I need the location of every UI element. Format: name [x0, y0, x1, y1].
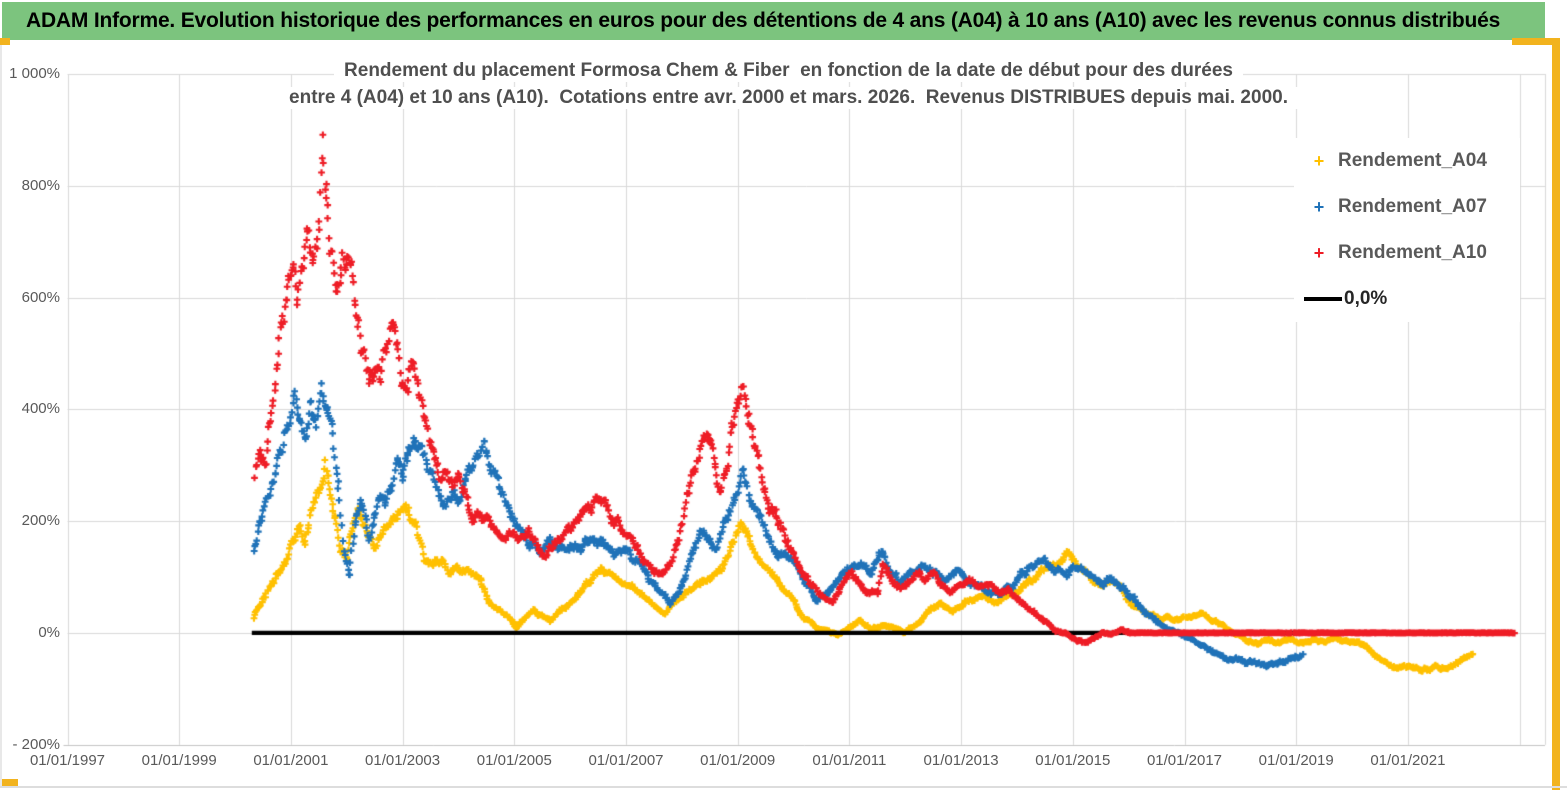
plus-marker-icon: +	[1313, 151, 1325, 171]
x-tick-label: 01/01/2013	[923, 752, 999, 769]
zero-line-icon	[1304, 297, 1342, 301]
x-tick-label: 01/01/2019	[1258, 752, 1334, 769]
x-tick-label: 01/01/2021	[1370, 752, 1446, 769]
y-tick-label: 0%	[38, 623, 60, 641]
legend-label: Rendement_A07	[1338, 196, 1487, 217]
x-tick-label: 01/01/2005	[476, 752, 552, 769]
legend-entry-a04: + Rendement_A04	[1294, 138, 1520, 184]
y-tick-label: 1 000%	[9, 65, 60, 83]
x-tick-label: 01/01/2003	[365, 752, 441, 769]
sheet-edge-bottom	[0, 786, 1567, 788]
x-tick-label: 01/01/2007	[588, 752, 664, 769]
y-tick-label: 600%	[21, 288, 60, 306]
x-tick-label: 01/01/1997	[29, 752, 106, 769]
x-tick-label: 01/01/2009	[700, 752, 776, 769]
y-tick-label: 800%	[21, 176, 60, 194]
page-title: ADAM Informe. Evolution historique des p…	[26, 9, 1501, 32]
legend-entry-a07: + Rendement_A07	[1294, 184, 1520, 230]
legend-entry-zero: 0,0%	[1294, 276, 1520, 322]
x-tick-label: 01/01/1999	[141, 752, 217, 769]
plus-marker-icon: +	[1313, 243, 1325, 263]
y-tick-label: 400%	[21, 400, 60, 418]
sheet-edge-left	[0, 45, 2, 786]
legend-label: 0,0%	[1344, 288, 1388, 309]
frame-accent-left	[0, 38, 10, 45]
frame-accent-right	[1552, 38, 1560, 790]
y-tick-label: 200%	[21, 512, 60, 530]
x-tick-label: 01/01/2011	[812, 752, 887, 769]
chart-legend: + Rendement_A04 + Rendement_A07 + Rendem…	[1294, 138, 1520, 322]
frame-accent-corner	[1512, 38, 1560, 45]
legend-entry-a10: + Rendement_A10	[1294, 230, 1520, 276]
x-tick-label: 01/01/2015	[1035, 752, 1111, 769]
plus-marker-icon: +	[1313, 197, 1325, 217]
legend-label: Rendement_A10	[1338, 242, 1487, 263]
y-tick-label: - 200%	[12, 735, 60, 753]
frame-accent-bottom	[0, 779, 18, 786]
x-tick-label: 01/01/2017	[1146, 752, 1223, 769]
header-bar: ADAM Informe. Evolution historique des p…	[2, 2, 1545, 40]
x-tick-label: 01/01/2001	[253, 752, 329, 769]
legend-label: Rendement_A04	[1338, 150, 1487, 171]
